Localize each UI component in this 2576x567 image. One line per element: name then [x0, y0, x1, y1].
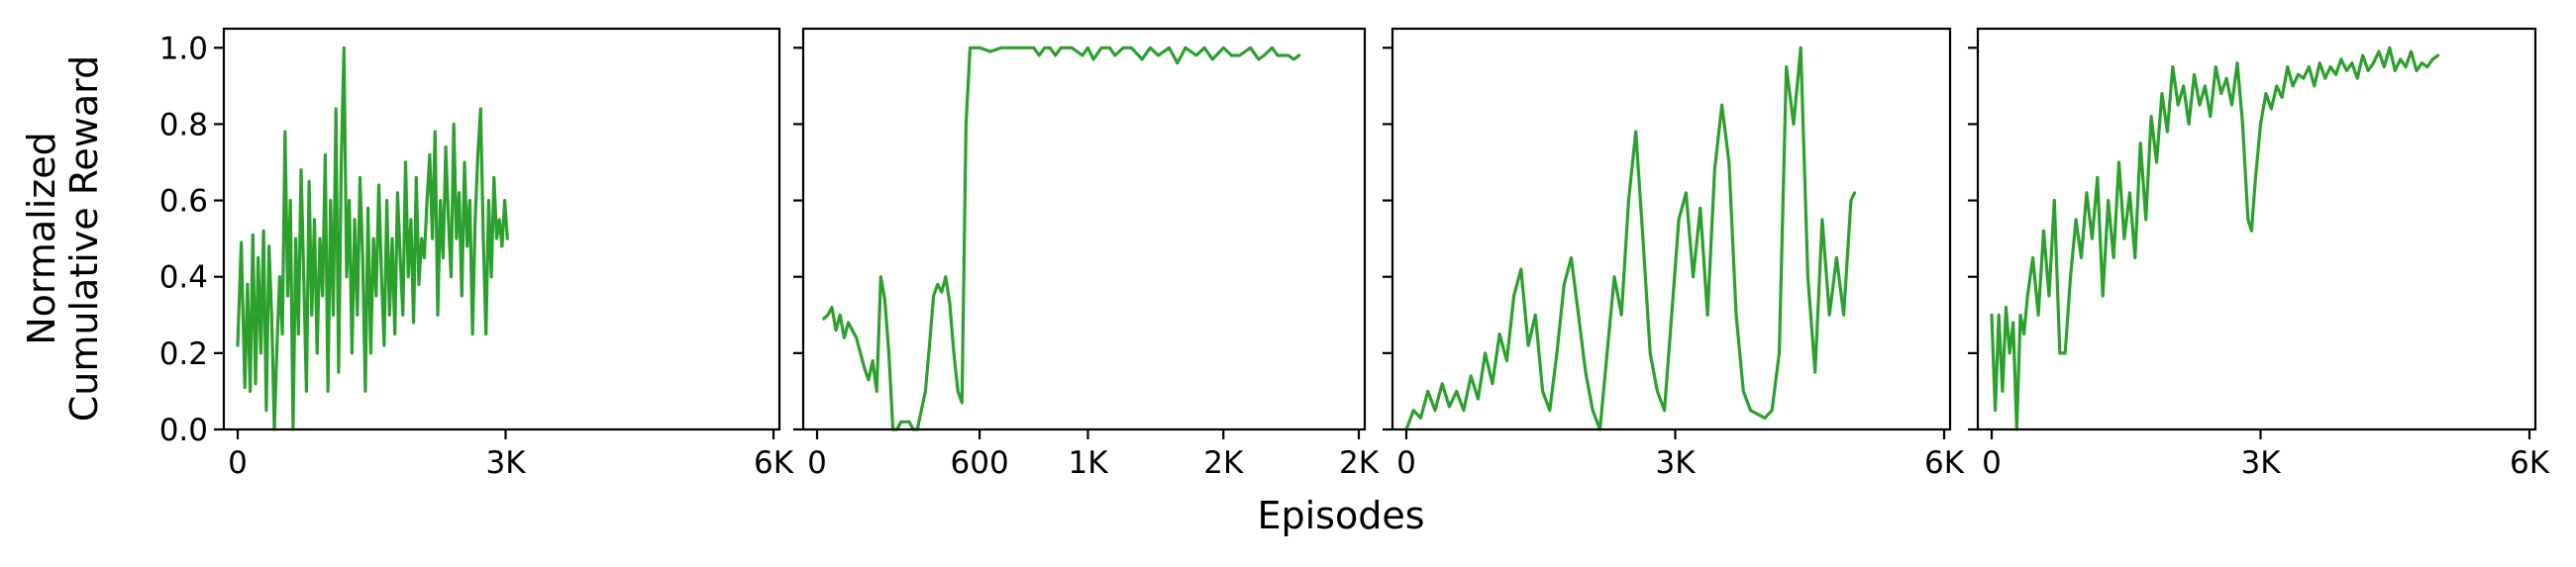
panel-1-ytick-label: 1.0	[159, 31, 208, 66]
panel-4-series-line	[1990, 46, 2440, 431]
panel-3-xtick-label: 0	[1396, 445, 1416, 481]
panel-1-xtick-label: 6K	[754, 445, 794, 481]
panel-2-xtick-label: 600	[951, 445, 1009, 481]
panel-1-ytick-label: 0.0	[159, 413, 208, 448]
panel-3-xtick-label: 3K	[1655, 445, 1696, 481]
panel-2-series-line	[822, 46, 1301, 431]
panel-4-xtick-label: 3K	[2240, 445, 2281, 481]
panel-4-frame	[1976, 27, 2537, 431]
panel-2-xtick-label: 1K	[1068, 445, 1108, 481]
panel-3-xtick-label: 6K	[1924, 445, 1965, 481]
panel-3-frame	[1391, 27, 1952, 431]
panel-1-frame	[222, 27, 781, 431]
panel-2-xtick-label: 0	[807, 445, 827, 481]
panel-1-ytick-label: 0.4	[159, 260, 208, 296]
panel-4: 0 3K 6K	[1968, 27, 2550, 481]
panel-3-series-line	[1404, 46, 1857, 431]
panel-2-xtick-label: 2K	[1203, 445, 1244, 481]
panel-1-ytick-label: 0.6	[159, 184, 208, 220]
panels: 0.0 0.2 0.4 0.6 0.8 1.0 0 3K 6K 0 600 1K 2K 2K 0 3K 6K 0 3…	[159, 27, 2550, 481]
x-axis-label: Episodes	[1257, 494, 1424, 537]
panel-1-xtick-label: 3K	[485, 445, 526, 481]
panel-1-series-line	[236, 46, 509, 431]
y-axis-label-line-1: Normalized	[20, 132, 63, 345]
panel-3: 0 3K 6K	[1383, 27, 1965, 481]
panel-4-xtick-label: 0	[1982, 445, 2002, 481]
panel-2-frame	[801, 27, 1367, 431]
panel-2: 0 600 1K 2K 2K	[793, 27, 1380, 481]
panel-4-xtick-label: 6K	[2510, 445, 2550, 481]
panel-1-ytick-label: 0.8	[159, 107, 208, 142]
y-axis-label-line-2: Cumulative Reward	[62, 55, 106, 422]
panel-1: 0.0 0.2 0.4 0.6 0.8 1.0 0 3K 6K	[159, 27, 794, 481]
panel-1-xtick-label: 0	[228, 445, 248, 481]
panel-1-ytick-label: 0.2	[159, 336, 208, 372]
panel-2-xtick-label: 2K	[1339, 445, 1380, 481]
